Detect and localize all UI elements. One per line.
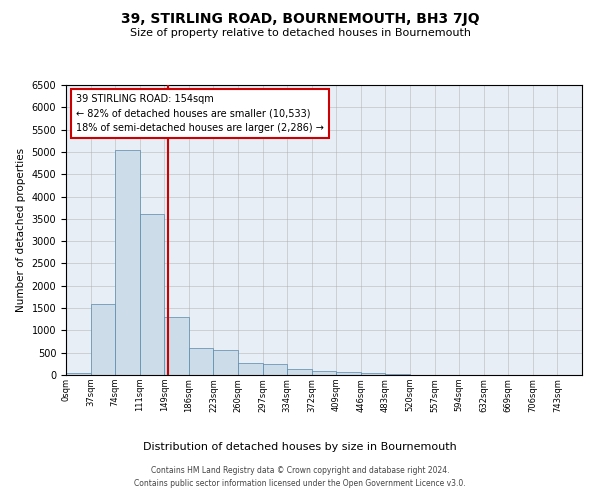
Bar: [385, 374, 410, 375]
Bar: [91, 304, 115, 375]
Bar: [312, 371, 336, 375]
Bar: [336, 372, 361, 375]
Text: 39, STIRLING ROAD, BOURNEMOUTH, BH3 7JQ: 39, STIRLING ROAD, BOURNEMOUTH, BH3 7JQ: [121, 12, 479, 26]
Bar: [115, 150, 140, 375]
Bar: [238, 362, 263, 375]
Bar: [66, 373, 91, 375]
Bar: [189, 348, 214, 375]
Text: Contains HM Land Registry data © Crown copyright and database right 2024.
Contai: Contains HM Land Registry data © Crown c…: [134, 466, 466, 487]
Text: 39 STIRLING ROAD: 154sqm
← 82% of detached houses are smaller (10,533)
18% of se: 39 STIRLING ROAD: 154sqm ← 82% of detach…: [76, 94, 324, 134]
Text: Size of property relative to detached houses in Bournemouth: Size of property relative to detached ho…: [130, 28, 470, 38]
Bar: [140, 214, 164, 375]
Bar: [361, 373, 385, 375]
Bar: [214, 350, 238, 375]
Text: Distribution of detached houses by size in Bournemouth: Distribution of detached houses by size …: [143, 442, 457, 452]
Bar: [263, 364, 287, 375]
Bar: [287, 369, 312, 375]
Bar: [164, 317, 189, 375]
Y-axis label: Number of detached properties: Number of detached properties: [16, 148, 26, 312]
